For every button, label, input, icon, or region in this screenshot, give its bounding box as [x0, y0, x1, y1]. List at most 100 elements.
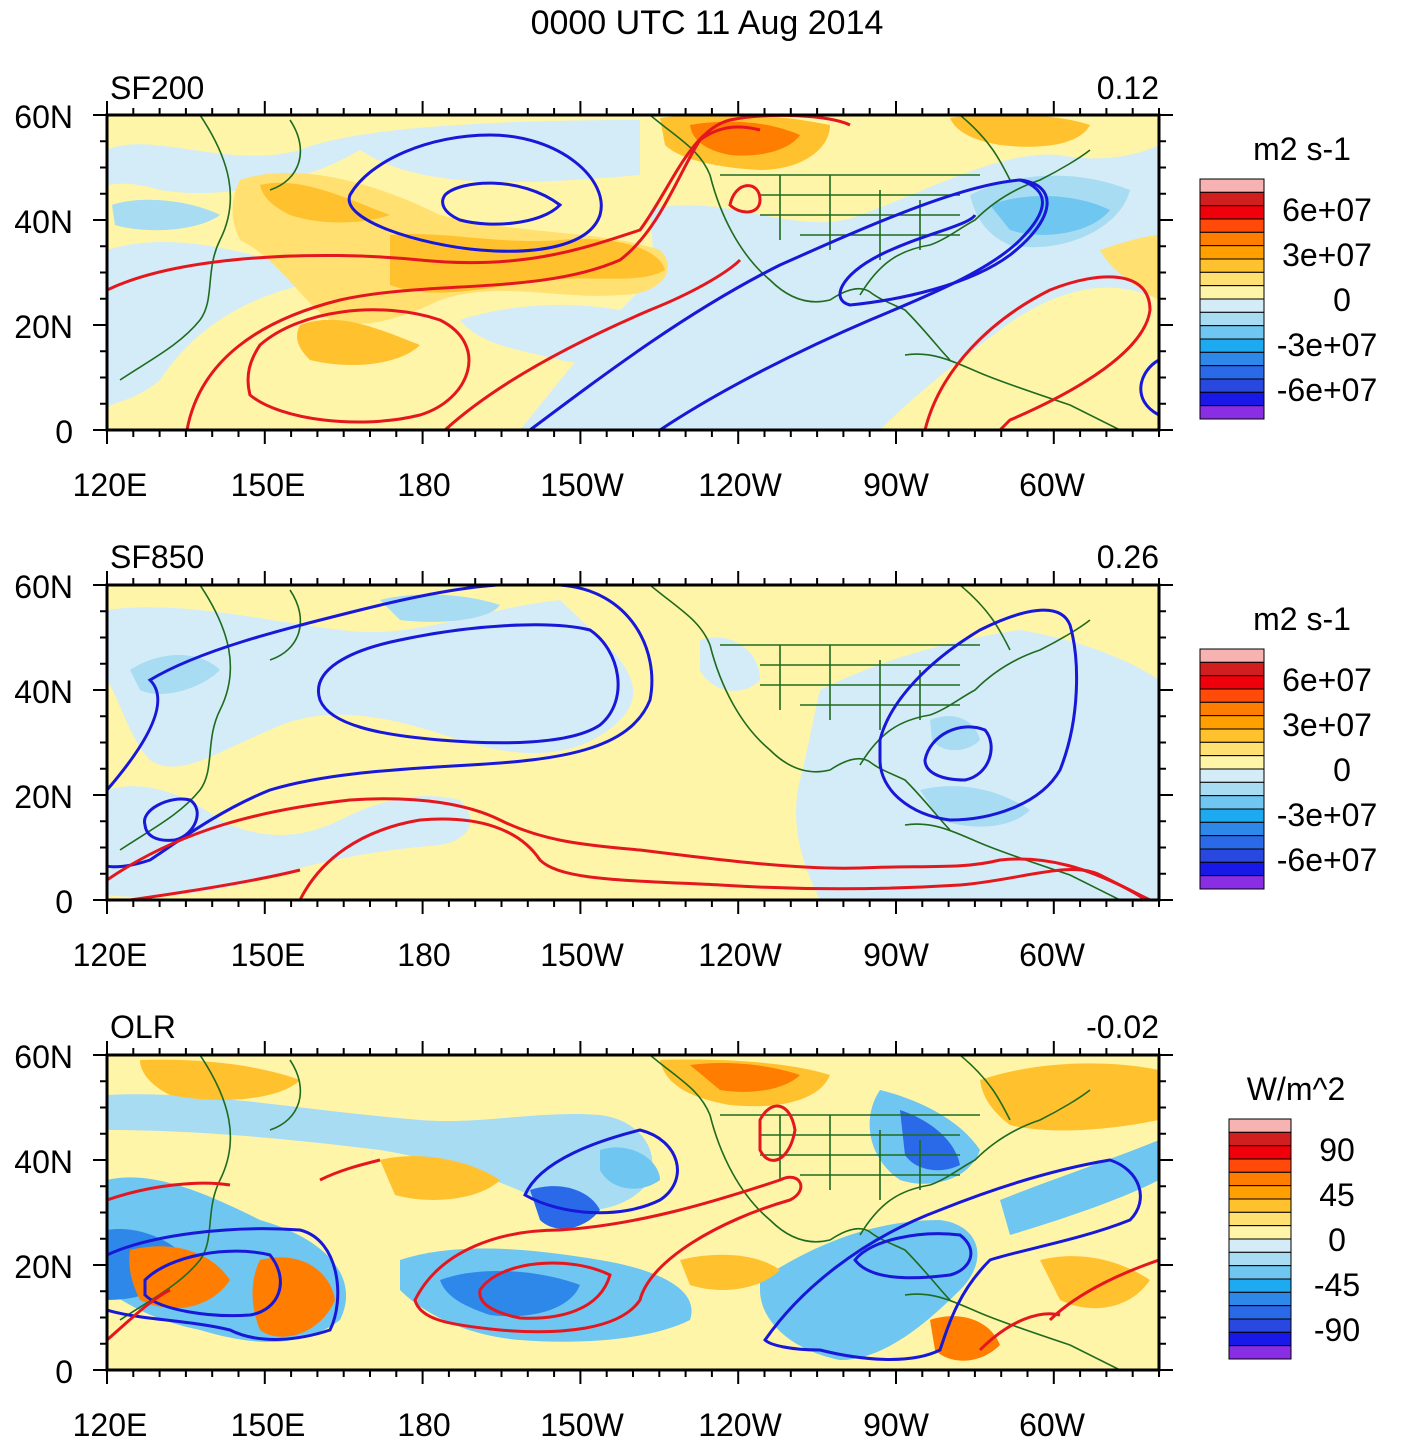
colorbar-swatch	[1228, 1158, 1292, 1173]
sf850-colorbar-label: 3e+07	[1282, 707, 1372, 743]
olr-ytick: 20N	[14, 1249, 73, 1285]
sf200-xtick: 180	[397, 467, 450, 503]
olr-colorbar-label: 0	[1328, 1222, 1346, 1258]
colorbar-swatch	[1228, 1145, 1292, 1160]
olr-ytick: 60N	[14, 1039, 73, 1075]
sf850-ytick: 60N	[14, 569, 73, 605]
sf200-colorbar-label: -3e+07	[1277, 327, 1378, 363]
colorbar-swatch	[1199, 245, 1265, 260]
sf200-xtick: 120W	[698, 467, 782, 503]
olr-colorbar-title: W/m^2	[1247, 1071, 1346, 1107]
olr-ytick: 0	[55, 1354, 73, 1390]
sf850-tickmarks	[93, 571, 1173, 914]
colorbar-swatch	[1228, 1318, 1292, 1333]
colorbar-swatch	[1228, 1345, 1292, 1360]
sf850-xtick: 150W	[540, 937, 624, 973]
colorbar-swatch	[1199, 218, 1265, 233]
colorbar-swatch	[1228, 1238, 1292, 1253]
colorbar-swatch	[1228, 1185, 1292, 1200]
olr-colorbar-label: -90	[1314, 1312, 1360, 1348]
sf850-ytick: 0	[55, 884, 73, 920]
colorbar-swatch	[1199, 848, 1265, 863]
figure-title: 0000 UTC 11 Aug 2014	[531, 4, 884, 42]
sf200-colorbar	[1199, 178, 1265, 420]
colorbar-swatch	[1199, 701, 1265, 717]
sf200-field	[107, 115, 1159, 430]
colorbar-swatch	[1228, 1331, 1292, 1347]
colorbar-swatch	[1228, 1171, 1292, 1187]
sf850-yticks: 60N 40N 20N 0	[14, 569, 73, 920]
olr-colorbar	[1228, 1118, 1292, 1360]
colorbar-swatch	[1199, 325, 1265, 340]
colorbar-swatch	[1228, 1305, 1292, 1320]
colorbar-swatch	[1228, 1278, 1292, 1293]
colorbar-swatch	[1228, 1118, 1292, 1133]
sf200-ytick: 60N	[14, 99, 73, 135]
colorbar-swatch	[1199, 781, 1265, 797]
olr-xtick: 150E	[231, 1407, 306, 1443]
colorbar-swatch	[1199, 285, 1265, 300]
sf200-xtick: 150E	[231, 467, 306, 503]
olr-colorbar-label: 90	[1319, 1132, 1355, 1168]
sf850-ytick: 40N	[14, 674, 73, 710]
colorbar-swatch	[1199, 768, 1265, 783]
colorbar-swatch	[1199, 311, 1265, 327]
colorbar-swatch	[1199, 351, 1265, 367]
olr-corner-value: -0.02	[1086, 1009, 1159, 1045]
sf200-tickmarks	[93, 101, 1173, 444]
colorbar-swatch	[1199, 271, 1265, 287]
sf850-xtick: 180	[397, 937, 450, 973]
colorbar-swatch	[1199, 808, 1265, 823]
sf850-corner-value: 0.26	[1097, 539, 1159, 575]
sf200-colorbar-label: 3e+07	[1282, 237, 1372, 273]
colorbar-swatch	[1199, 391, 1265, 407]
olr-colorbar-label: 45	[1319, 1177, 1355, 1213]
colorbar-swatch	[1199, 688, 1265, 703]
sf850-xtick: 90W	[863, 937, 930, 973]
sf850-xtick: 60W	[1019, 937, 1086, 973]
olr-colorbar-labels: 90 45 0 -45 -90	[1314, 1132, 1360, 1348]
sf200-xtick: 90W	[863, 467, 930, 503]
colorbar-swatch	[1199, 405, 1265, 420]
olr-field	[107, 1055, 1159, 1370]
sf200-colorbar-label: -6e+07	[1277, 372, 1378, 408]
sf850-xtick: 150E	[231, 937, 306, 973]
sf200-yticks: 60N 40N 20N 0	[14, 99, 73, 450]
olr-tickmarks	[93, 1041, 1173, 1384]
colorbar-swatch	[1228, 1225, 1292, 1240]
colorbar-swatch	[1228, 1198, 1292, 1213]
panel-sf850: SF850 0.26 60N 40N 20N 0 120E 150E 180 1…	[14, 539, 1377, 973]
sf200-panel-label: SF200	[110, 70, 204, 106]
sf850-field	[107, 585, 1159, 900]
sf850-xticks: 120E 150E 180 150W 120W 90W 60W	[73, 937, 1086, 973]
colorbar-swatch	[1228, 1265, 1292, 1280]
sf850-colorbar-label: -3e+07	[1277, 797, 1378, 833]
sf850-panel-label: SF850	[110, 539, 204, 575]
sf850-colorbar	[1199, 648, 1265, 890]
colorbar-swatch	[1199, 178, 1265, 193]
colorbar-swatch	[1199, 821, 1265, 837]
colorbar-swatch	[1199, 365, 1265, 380]
colorbar-swatch	[1199, 728, 1265, 743]
sf200-colorbar-title: m2 s-1	[1253, 131, 1351, 167]
olr-xtick: 180	[397, 1407, 450, 1443]
sf850-xtick: 120W	[698, 937, 782, 973]
sf850-colorbar-label: -6e+07	[1277, 842, 1378, 878]
colorbar-swatch	[1228, 1211, 1292, 1227]
colorbar-swatch	[1199, 675, 1265, 690]
sf200-xticks: 120E 150E 180 150W 120W 90W 60W	[73, 467, 1086, 503]
olr-xtick: 120W	[698, 1407, 782, 1443]
colorbar-swatch	[1199, 661, 1265, 677]
olr-yticks: 60N 40N 20N 0	[14, 1039, 73, 1390]
sf200-colorbar-label: 6e+07	[1282, 192, 1372, 228]
olr-ytick: 40N	[14, 1144, 73, 1180]
colorbar-swatch	[1199, 755, 1265, 770]
sf200-ytick: 20N	[14, 309, 73, 345]
colorbar-swatch	[1199, 715, 1265, 730]
colorbar-swatch	[1228, 1251, 1292, 1267]
sf850-colorbar-title: m2 s-1	[1253, 601, 1351, 637]
sf200-colorbar-labels: 6e+07 3e+07 0 -3e+07 -6e+07	[1277, 192, 1378, 408]
panel-sf200: SF200 0.12 60N 40N 20N 0 120E 150E 180 1…	[14, 70, 1377, 503]
olr-xtick: 120E	[73, 1407, 148, 1443]
